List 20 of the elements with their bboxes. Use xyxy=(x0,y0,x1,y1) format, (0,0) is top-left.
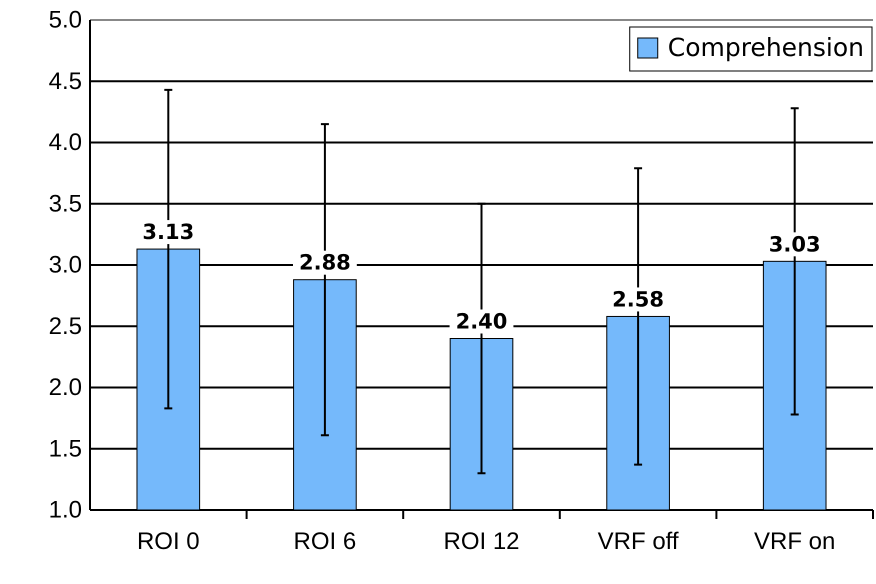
x-tick-label: ROI 0 xyxy=(136,528,200,556)
x-tick-label: ROI 6 xyxy=(294,528,356,556)
x-tick-label: VRF off xyxy=(598,528,679,556)
y-tick-label: 4.5 xyxy=(48,68,82,95)
y-tick-label: 4.0 xyxy=(48,129,82,156)
data-label: 2.40 xyxy=(456,310,508,334)
x-tick-label: ROI 12 xyxy=(443,528,520,556)
y-tick-label: 1.5 xyxy=(48,435,82,462)
x-tick-label: VRF on xyxy=(754,528,836,556)
y-tick-label: 3.5 xyxy=(48,190,82,218)
y-tick-label: 1.0 xyxy=(48,496,82,524)
y-tick-label: 2.0 xyxy=(48,374,82,402)
data-label: 3.13 xyxy=(142,220,194,244)
data-label: 2.58 xyxy=(612,287,664,312)
y-tick-label: 2.5 xyxy=(48,312,82,340)
data-label: 2.88 xyxy=(298,250,351,275)
y-tick-label: 5.0 xyxy=(48,6,82,34)
legend-label: Comprehension xyxy=(668,33,864,62)
data-label: 3.03 xyxy=(768,232,821,256)
y-tick-label: 3.0 xyxy=(48,252,82,279)
